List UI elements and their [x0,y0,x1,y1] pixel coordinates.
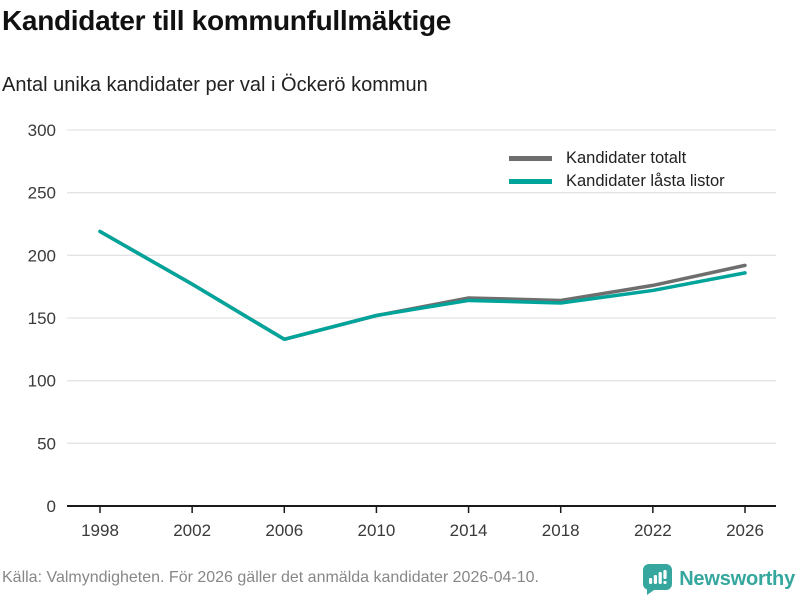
x-tick-label: 2002 [173,521,211,540]
y-tick-label: 200 [28,246,56,265]
y-tick-label: 50 [37,434,56,453]
x-tick-label: 2026 [726,521,764,540]
legend-label-lasta-listor: Kandidater låsta listor [566,171,725,190]
chart-subtitle: Antal unika kandidater per val i Öckerö … [2,74,428,96]
source-note: Källa: Valmyndigheten. För 2026 gäller d… [2,569,539,586]
y-tick-label: 150 [28,309,56,328]
series-line-1 [98,229,747,342]
y-tick-label: 300 [28,121,56,140]
chart-title: Kandidater till kommunfullmäktige [2,5,452,36]
legend-item-totalt: Kandidater totalt [509,148,725,168]
newsworthy-wordmark: Newsworthy [679,568,795,590]
x-tick-label: 2006 [265,521,303,540]
x-tick-label: 2022 [634,521,672,540]
legend-swatch-totalt [509,155,552,161]
y-tick-label: 100 [28,372,56,391]
legend-swatch-lasta-listor [509,178,552,184]
x-tick-label: 1998 [81,521,119,540]
y-tick-label: 0 [47,497,56,516]
newsworthy-icon [643,564,673,595]
chart-legend: Kandidater totalt Kandidater låsta listo… [509,148,725,191]
y-tick-label: 250 [28,184,56,203]
legend-label-totalt: Kandidater totalt [566,148,687,167]
legend-item-lasta-listor: Kandidater låsta listor [509,171,725,191]
newsworthy-logo: Newsworthy [643,564,795,595]
x-tick-label: 2014 [450,521,488,540]
x-tick-label: 2010 [358,521,396,540]
x-tick-label: 2018 [542,521,580,540]
